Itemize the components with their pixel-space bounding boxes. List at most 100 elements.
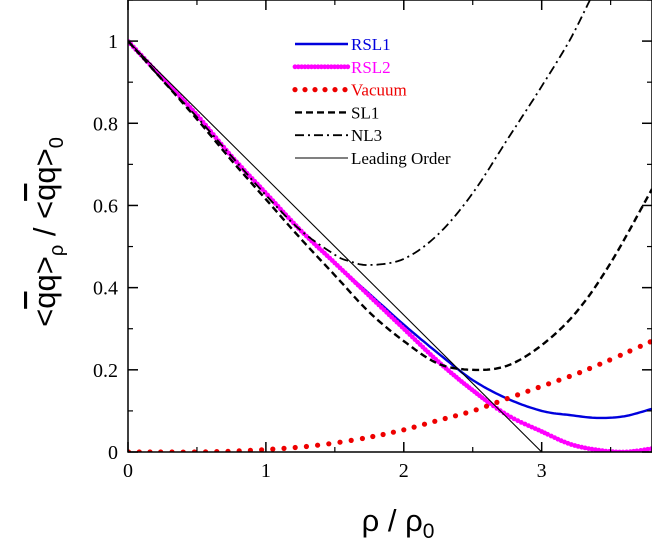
series-point — [566, 373, 572, 380]
legend-swatch-dot — [338, 64, 344, 70]
legend-swatch-dot — [342, 87, 348, 93]
legend-swatch-dot — [305, 64, 311, 70]
series-point — [494, 406, 500, 411]
series-point — [380, 431, 386, 438]
y-tick-label: 0.4 — [93, 278, 118, 300]
series-point — [638, 448, 644, 452]
series-point — [225, 448, 231, 452]
y-tick-label: 0.8 — [93, 113, 118, 135]
series-point — [281, 445, 287, 451]
x-tick-label: 2 — [399, 460, 409, 482]
series-point — [247, 447, 253, 452]
y-tick-label: 1 — [108, 31, 118, 53]
legend-label: Vacuum — [351, 81, 407, 100]
series-point — [511, 416, 517, 422]
series-point — [589, 446, 595, 452]
series-point — [326, 441, 332, 447]
series-point — [442, 415, 448, 422]
series-point — [359, 435, 365, 442]
legend-swatch-dot — [322, 87, 328, 93]
legend-swatch-dot — [319, 64, 324, 70]
series-point — [432, 418, 438, 424]
series-line — [128, 0, 591, 267]
legend-swatch-dot — [332, 87, 338, 93]
series-point — [463, 410, 469, 416]
legend: RSL1 RSL2 Vacuum SL1 NL3 Leading Order — [292, 35, 451, 168]
series-point — [292, 444, 298, 451]
legend-swatch-dot — [315, 64, 321, 70]
series-point — [525, 388, 531, 394]
series-point — [452, 413, 459, 419]
series-point — [634, 448, 640, 452]
series-point — [421, 421, 428, 427]
legend-swatch-dot — [299, 64, 304, 70]
series-point — [390, 429, 396, 435]
legend-swatch-dot — [322, 64, 328, 70]
axis-ticks: 0 1 2 3 0 0.2 0.4 0.6 0.8 1 — [93, 0, 652, 482]
legend-item: NL3 — [295, 126, 382, 145]
plot-frame — [127, 0, 652, 453]
series-sl1 — [128, 40, 652, 372]
legend-swatch-dot — [332, 64, 337, 70]
series-point — [518, 420, 524, 425]
series-point — [556, 377, 562, 383]
legend-swatch-dot — [309, 64, 314, 70]
legend-label: Leading Order — [351, 149, 451, 168]
series-line — [128, 40, 652, 372]
legend-swatch-dot — [312, 87, 318, 93]
series-vacuum — [128, 339, 652, 452]
series-point — [315, 442, 321, 448]
legend-swatch-dot — [292, 87, 298, 93]
series-line — [128, 40, 543, 452]
series-point — [637, 343, 643, 349]
legend-swatch-dot — [325, 64, 331, 70]
legend-swatch-dot — [345, 64, 351, 70]
legend-swatch-dot — [335, 64, 341, 70]
x-axis-title: ρ / ρ0 — [362, 503, 435, 543]
series-point — [545, 431, 550, 437]
legend-swatch-dot — [312, 64, 318, 70]
series-point — [483, 403, 490, 409]
legend-swatch-dot — [328, 64, 334, 70]
y-tick-label: 0.2 — [93, 360, 118, 382]
series-point — [411, 424, 417, 430]
series-point — [647, 339, 652, 345]
legend-item: Leading Order — [295, 149, 451, 168]
x-tick-label: 1 — [261, 460, 271, 482]
series-layer — [128, 0, 652, 452]
series-point — [337, 439, 343, 445]
series-point — [645, 446, 651, 452]
y-tick-label: 0.6 — [93, 195, 118, 217]
series-point — [597, 361, 603, 367]
legend-label: SL1 — [351, 103, 379, 122]
legend-item: SL1 — [295, 103, 379, 122]
series-point — [370, 433, 376, 440]
series-point — [627, 348, 633, 354]
series-point — [515, 392, 521, 398]
series-point — [577, 370, 583, 376]
series-leading-order — [128, 40, 543, 452]
svg-text:<qq>ρ / <qq>0: <qq>ρ / <qq>0 — [27, 137, 68, 327]
series-point — [473, 407, 479, 413]
series-point — [348, 437, 354, 443]
legend-label: RSL2 — [351, 58, 391, 77]
legend-item: Vacuum — [292, 81, 407, 100]
legend-swatch-dot — [295, 64, 301, 70]
series-point — [259, 447, 265, 452]
y-tick-label: 0 — [108, 442, 118, 464]
legend-label: NL3 — [351, 126, 382, 145]
series-point — [535, 384, 541, 391]
legend-swatch-dot — [302, 64, 308, 70]
series-point — [303, 443, 309, 450]
series-point — [617, 352, 623, 358]
series-point — [648, 446, 652, 452]
series-point — [401, 427, 407, 433]
legend-label: RSL1 — [351, 35, 391, 54]
y-axis-title: <qq>ρ / <qq>0 — [27, 137, 68, 327]
series-point — [494, 399, 500, 405]
legend-item: RSL1 — [295, 35, 391, 54]
series-point — [607, 357, 613, 363]
legend-swatch-dot — [292, 64, 298, 70]
series-point — [546, 381, 552, 387]
